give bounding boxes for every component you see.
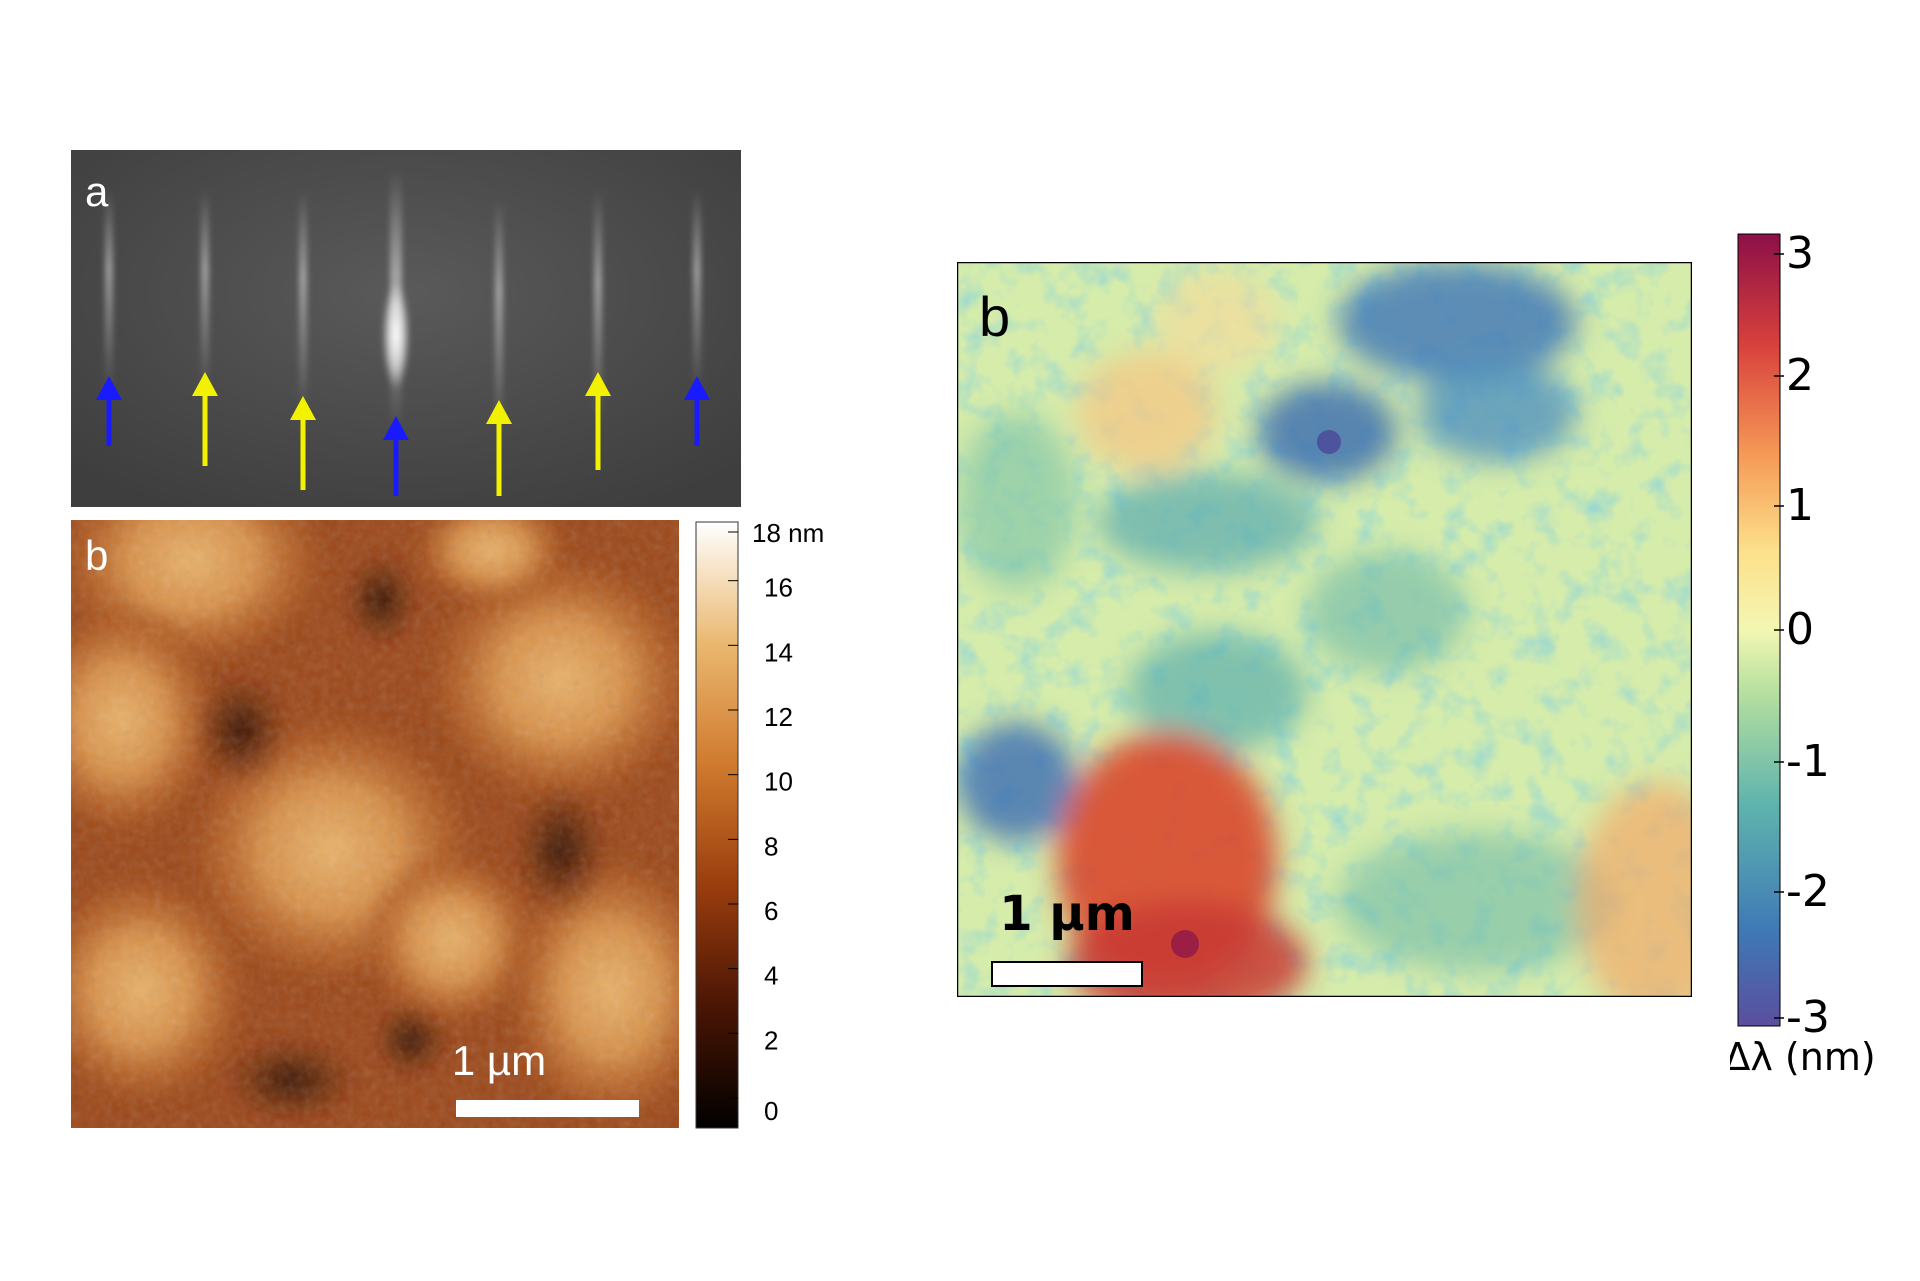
pl-hotspot — [1171, 930, 1199, 958]
afm-tick-label: 4 — [764, 961, 778, 991]
pl-tick-label: -3 — [1786, 992, 1830, 1043]
pl-region — [957, 412, 1077, 592]
pl-colorbar-label: Δλ (nm) — [1730, 1035, 1876, 1079]
pl-region — [957, 722, 1077, 842]
streak — [495, 200, 503, 430]
afm-tick-label: 0 — [764, 1096, 778, 1126]
afm-colorbar-top-label: 18 nm — [752, 520, 824, 548]
panel-a-label: a — [85, 168, 109, 215]
rheed-arrow — [486, 400, 512, 496]
pl-shift-map: b 1 µm — [957, 262, 1692, 997]
rheed-arrow — [192, 372, 218, 466]
pl-tick-label: -1 — [1786, 736, 1830, 787]
rheed-arrow — [96, 376, 122, 446]
pl-region — [1337, 262, 1577, 382]
afm-scale-bar-label: 1 µm — [452, 1037, 546, 1084]
pl-region — [1577, 782, 1692, 997]
streak — [693, 190, 701, 390]
pl-region — [1337, 832, 1617, 972]
streak — [594, 190, 602, 420]
pl-region — [1097, 472, 1317, 572]
streak — [105, 190, 113, 390]
rheed-arrow — [290, 396, 316, 490]
pl-coldspot — [1317, 430, 1341, 454]
rheed-arrow — [684, 376, 710, 446]
pl-region — [1417, 362, 1577, 462]
rheed-pattern-panel: a — [71, 150, 741, 507]
afm-tick-label: 16 — [764, 573, 793, 603]
afm-tick-label: 2 — [764, 1025, 778, 1055]
afm-colorbar-gradient — [695, 521, 739, 1129]
pl-tick-label: 3 — [1786, 230, 1814, 279]
pl-scale-bar — [991, 961, 1143, 987]
rheed-arrows — [96, 372, 710, 496]
afm-tick-label: 8 — [764, 831, 778, 861]
rheed-arrow — [585, 372, 611, 470]
afm-tick-label: 14 — [764, 637, 793, 667]
pl-region — [1127, 632, 1307, 752]
afm-tick-label: 10 — [764, 767, 793, 797]
afm-scale-bar — [456, 1100, 639, 1117]
streak — [201, 190, 209, 390]
pl-features — [957, 262, 1692, 997]
rheed-arrow — [383, 416, 409, 496]
pl-map-frame — [957, 262, 1692, 997]
pl-tick-label: -2 — [1786, 866, 1830, 917]
pl-tick-label: 1 — [1786, 480, 1814, 531]
pl-colorbar: 3 2 1 0 -1 -2 -3 Δλ (nm) — [1730, 230, 1900, 1080]
pl-tick-label: 2 — [1786, 350, 1814, 401]
specular-spot — [382, 280, 410, 390]
streak — [299, 190, 307, 410]
afm-tick-label: 6 — [764, 896, 778, 926]
pl-colorbar-ticks: 3 2 1 0 -1 -2 -3 — [1774, 230, 1830, 1043]
pl-tick-label: 0 — [1786, 604, 1814, 655]
diffraction-streaks — [105, 170, 701, 430]
pl-colorbar-gradient — [1737, 233, 1781, 1027]
panel-b-pl-label: b — [979, 285, 1010, 348]
afm-tick-label: 12 — [764, 702, 793, 732]
afm-colorbar-ticks: 18 nm 16 14 12 10 8 6 4 2 0 — [728, 520, 824, 1126]
afm-colorbar: 18 nm 16 14 12 10 8 6 4 2 0 — [694, 520, 834, 1130]
pl-region — [1157, 272, 1277, 372]
pl-region — [1077, 352, 1217, 472]
panel-b-afm-label: b — [85, 532, 108, 579]
afm-topography-map: b 1 µm — [71, 520, 679, 1128]
pl-scale-bar-label: 1 µm — [999, 886, 1134, 942]
afm-texture — [71, 520, 679, 1128]
pl-region — [1307, 552, 1467, 672]
